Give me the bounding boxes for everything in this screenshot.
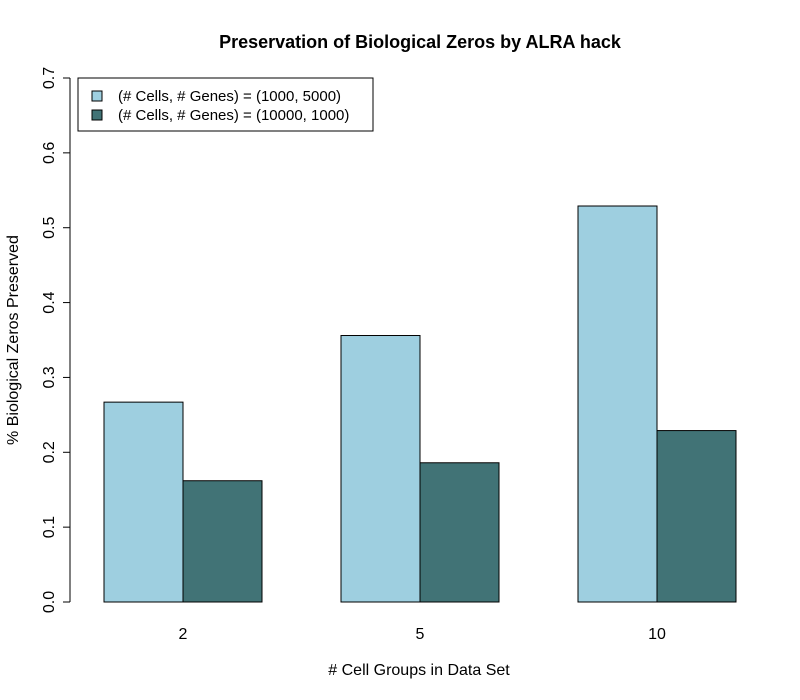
y-tick-label: 0.6 <box>41 142 58 164</box>
y-tick-label: 0.4 <box>41 291 58 313</box>
y-tick-label: 0.2 <box>41 441 58 463</box>
bars <box>103 205 737 603</box>
bar-5-series-1 <box>340 335 421 603</box>
y-tick-label: 0.0 <box>41 591 58 613</box>
y-axis: 0.0 0.1 0.2 0.3 0.4 0.5 0.6 0.7 <box>41 67 71 613</box>
x-axis-title: # Cell Groups in Data Set <box>328 662 510 679</box>
y-axis-ticks: 0.0 0.1 0.2 0.3 0.4 0.5 0.6 0.7 <box>41 67 70 613</box>
legend-items: (# Cells, # Genes) = (1000, 5000) (# Cell… <box>91 88 349 124</box>
bar-10-series-2 <box>656 430 737 603</box>
bar-2-series-2 <box>182 480 263 603</box>
x-axis-ticks: 2 5 10 <box>179 626 666 643</box>
bar-2-series-1 <box>103 401 184 603</box>
y-tick-label: 0.7 <box>41 67 58 89</box>
x-tick-label: 2 <box>179 626 188 643</box>
x-tick-label: 5 <box>416 626 425 643</box>
legend-swatch <box>91 109 103 121</box>
y-tick-label: 0.3 <box>41 366 58 388</box>
y-tick-label: 0.5 <box>41 216 58 238</box>
legend: (# Cells, # Genes) = (1000, 5000) (# Cell… <box>77 77 374 132</box>
x-tick-label: 10 <box>648 626 666 643</box>
legend-label: (# Cells, # Genes) = (10000, 1000) <box>118 107 349 124</box>
chart-title: Preservation of Biological Zeros by ALRA… <box>219 32 622 52</box>
legend-box <box>77 77 374 132</box>
legend-label: (# Cells, # Genes) = (1000, 5000) <box>118 88 341 105</box>
y-axis-title: % Biological Zeros Preserved <box>5 235 22 445</box>
y-tick-label: 0.1 <box>41 516 58 538</box>
bar-10-series-1 <box>577 205 658 603</box>
legend-swatch <box>91 90 103 102</box>
bar-5-series-2 <box>419 462 500 603</box>
